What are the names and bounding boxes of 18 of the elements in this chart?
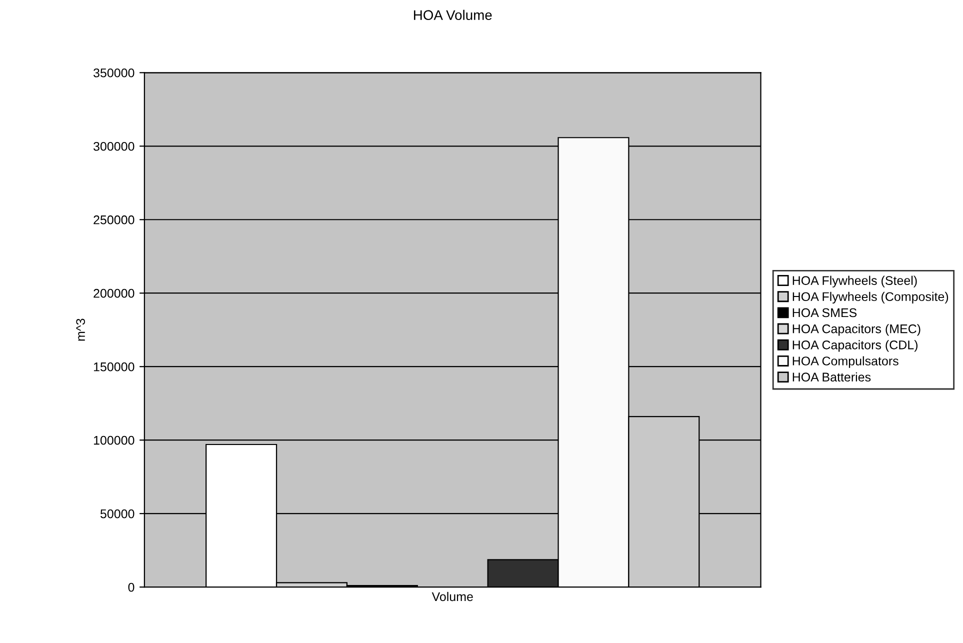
legend-label: HOA Compulsators: [792, 356, 898, 368]
legend-label: HOA Flywheels (Steel): [792, 276, 917, 288]
x-tick-label: Volume: [432, 592, 473, 602]
chart-title: HOA Volume: [414, 10, 492, 20]
y-tick-label: 50000: [100, 509, 134, 518]
y-axis-title: m^3: [76, 318, 85, 341]
y-tick-label: 150000: [94, 362, 134, 372]
y-tick-label: 100000: [94, 436, 134, 445]
y-tick-label: 0: [128, 582, 134, 592]
legend-label: HOA SMES: [792, 308, 857, 318]
legend-label: HOA Flywheels (Composite): [792, 292, 948, 304]
y-tick-label: 200000: [94, 288, 134, 298]
y-tick-label: 300000: [93, 142, 134, 151]
legend-label: HOA Capacitors (MEC): [792, 324, 920, 336]
legend-label: HOA Capacitors (CDL): [792, 340, 918, 352]
y-tick-label: 350000: [93, 68, 134, 78]
legend-label: HOA Batteries: [792, 372, 871, 382]
y-tick-label: 250000: [94, 215, 134, 224]
